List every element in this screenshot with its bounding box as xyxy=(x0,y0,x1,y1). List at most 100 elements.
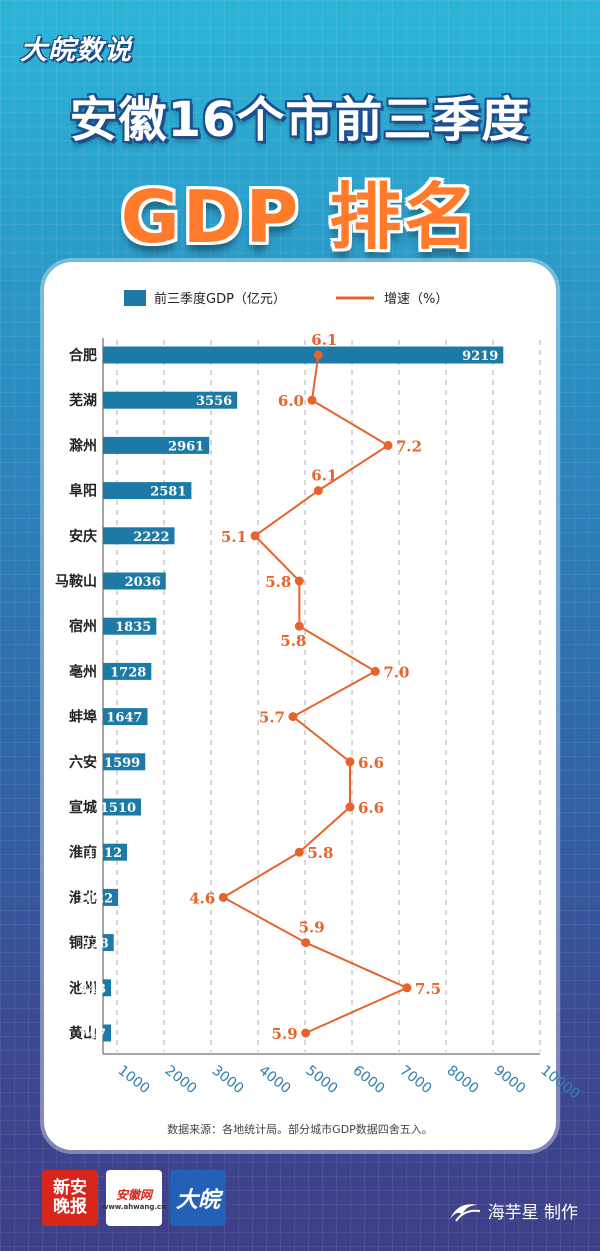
growth-value-label: 6.6 xyxy=(358,754,384,772)
growth-value-label: 6.1 xyxy=(311,467,337,485)
gdp-value-label: 1599 xyxy=(104,756,140,771)
media-logos: 新安 晚报 安徽网 www.ahwang.cn 大皖 xyxy=(42,1170,226,1226)
city-label: 芜湖 xyxy=(69,392,97,409)
growth-value-label: 6.6 xyxy=(358,799,384,817)
growth-rate-line xyxy=(221,354,410,1034)
city-label: 淮南 xyxy=(69,844,97,861)
growth-point xyxy=(370,666,380,676)
x-tick-label: 6000 xyxy=(350,1063,388,1098)
growth-point xyxy=(307,395,317,405)
city-label: 池州 xyxy=(69,980,97,997)
city-label: 马鞍山 xyxy=(55,573,97,590)
x-tick-label: 8000 xyxy=(444,1063,482,1098)
gdp-bar xyxy=(103,979,111,997)
legend-bar-swatch xyxy=(124,290,146,306)
gdp-value-label: 9219 xyxy=(462,349,498,364)
growth-point xyxy=(250,531,260,541)
gdp-value-label: 1022 xyxy=(77,891,113,906)
gdp-bar xyxy=(103,934,114,952)
gdp-bar xyxy=(103,662,152,680)
gdp-value-label: 1510 xyxy=(100,801,136,816)
gdp-value-label: 2581 xyxy=(150,485,186,500)
logo3-text: 大皖 xyxy=(175,1188,220,1213)
gdp-value-label: 1647 xyxy=(106,711,142,726)
growth-point xyxy=(288,712,298,722)
growth-point xyxy=(294,576,304,586)
gdp-value-label: 747 xyxy=(79,1027,106,1042)
chart-card xyxy=(44,262,556,1150)
gdp-value-label: 3556 xyxy=(196,394,232,409)
gdp-value-label: 2222 xyxy=(133,530,169,545)
growth-point xyxy=(313,350,323,360)
maker-credit: 海芋星 制作 xyxy=(448,1198,578,1223)
ahwang-logo[interactable]: 安徽网 www.ahwang.cn xyxy=(102,1170,166,1226)
gdp-bar xyxy=(103,527,175,545)
growth-value-label: 6.1 xyxy=(311,331,337,349)
x-tick-label: 4000 xyxy=(256,1063,294,1098)
gdp-bar xyxy=(103,482,192,500)
gdp-value-label: 2036 xyxy=(125,575,161,590)
gdp-bar xyxy=(103,708,148,726)
city-label: 宣城 xyxy=(69,799,97,816)
logo1-line2: 晚报 xyxy=(53,1197,87,1217)
x-tick-label: 2000 xyxy=(162,1063,200,1098)
city-label: 安庆 xyxy=(69,528,97,545)
growth-value-label: 5.7 xyxy=(259,709,285,727)
city-label: 滁州 xyxy=(69,437,97,454)
dawan-logo[interactable]: 大皖 xyxy=(170,1170,226,1226)
xinan-evening-news-logo[interactable]: 新安 晚报 xyxy=(42,1170,98,1226)
growth-value-label: 5.9 xyxy=(299,919,325,937)
growth-point xyxy=(383,440,393,450)
x-tick-label: 1000 xyxy=(115,1063,153,1098)
gdp-bar xyxy=(103,888,119,906)
gdp-bar xyxy=(103,391,238,409)
growth-value-label: 7.5 xyxy=(415,980,441,998)
x-tick-label: 3000 xyxy=(209,1063,247,1098)
growth-point xyxy=(294,847,304,857)
gdp-bar xyxy=(103,798,142,816)
growth-point xyxy=(345,757,355,767)
gdp-bar xyxy=(103,436,210,454)
growth-point xyxy=(294,621,304,631)
gdp-bar xyxy=(103,753,146,771)
growth-value-label: 5.8 xyxy=(280,632,306,650)
city-label: 黄山 xyxy=(69,1025,97,1042)
x-tick-label: 10000 xyxy=(538,1063,583,1103)
growth-point xyxy=(301,1028,311,1038)
gdp-value-label: 1212 xyxy=(86,846,122,861)
city-label: 亳州 xyxy=(69,663,97,680)
page-title-line2: GDP 排名 xyxy=(120,175,480,259)
growth-value-label: 5.1 xyxy=(221,528,247,546)
x-tick-label: 7000 xyxy=(397,1063,435,1098)
logo2-title: 安徽网 xyxy=(115,1187,152,1202)
city-label: 铜陵 xyxy=(69,935,98,952)
growth-value-label: 5.8 xyxy=(307,844,333,862)
growth-value-label: 5.8 xyxy=(265,573,291,591)
gdp-bar xyxy=(103,572,166,590)
city-label: 宿州 xyxy=(69,618,97,635)
growth-value-label: 4.6 xyxy=(189,889,215,907)
x-tick-label: 5000 xyxy=(303,1063,341,1098)
gdp-value-label: 2961 xyxy=(168,439,204,454)
gdp-bar xyxy=(103,617,157,635)
growth-point xyxy=(301,938,311,948)
growth-point xyxy=(345,802,355,812)
city-label: 阜阳 xyxy=(69,483,97,500)
gdp-bar xyxy=(103,1024,111,1042)
city-label: 六安 xyxy=(69,754,97,771)
growth-point xyxy=(218,892,228,902)
brand-logo-text: 大皖数说 xyxy=(20,35,132,66)
x-tick-label: 9000 xyxy=(491,1063,529,1098)
city-label: 蚌埠 xyxy=(69,709,97,726)
legend-gdp-label: 前三季度GDP（亿元） xyxy=(154,291,286,307)
city-label: 淮北 xyxy=(69,889,97,906)
wave-icon xyxy=(449,1203,480,1222)
data-source-note: 数据来源：各地统计局。部分城市GDP数据四舍五入。 xyxy=(167,1123,433,1136)
growth-value-label: 6.0 xyxy=(278,392,304,410)
logo1-line1: 新安 xyxy=(53,1178,87,1198)
maker-text: 海芋星 制作 xyxy=(487,1203,578,1223)
gdp-value-label: 843 xyxy=(79,982,106,997)
gdp-bar xyxy=(103,346,504,364)
